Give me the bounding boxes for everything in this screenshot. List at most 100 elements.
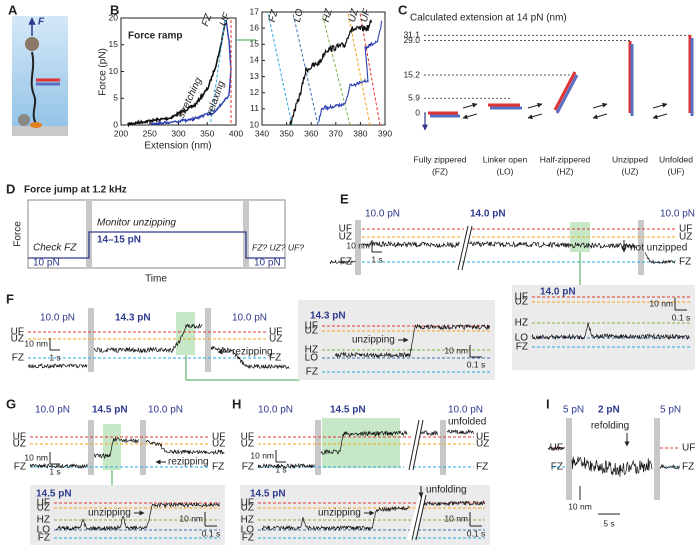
- y-axis-label: Force (pN): [98, 48, 109, 96]
- x-tick-label: 370: [329, 128, 343, 138]
- annotation: refolding: [591, 421, 629, 432]
- scale-label: 10 nm: [250, 450, 274, 460]
- inset-bg: [512, 285, 695, 370]
- state-label: HZ: [305, 345, 318, 356]
- panel-letter: A: [8, 2, 18, 17]
- force-switch-bar: [566, 418, 572, 500]
- state-label: FZ: [200, 12, 215, 28]
- state-label: UF: [305, 321, 318, 332]
- break-mark: [412, 419, 424, 471]
- inset-frame: [261, 11, 386, 126]
- state-label: LO: [292, 8, 306, 24]
- x-tick-label: 300: [171, 128, 185, 138]
- scale-label: 1 s: [49, 466, 60, 476]
- trace: [329, 259, 356, 265]
- scale-label: 10 nm: [649, 298, 673, 308]
- equilibrium-arrow: [652, 113, 668, 120]
- force-label: 14.0 pN: [540, 287, 576, 298]
- phase-note: Check FZ: [33, 243, 77, 254]
- state-label: UF: [212, 432, 225, 443]
- scale-label: 0.1 s: [467, 359, 485, 369]
- state-label: LO: [305, 353, 319, 364]
- scale-label: 0.1 s: [467, 528, 485, 538]
- state-label: UF: [37, 498, 50, 509]
- state-label: UF: [13, 432, 26, 443]
- scale-label: 10 nm: [444, 345, 468, 355]
- level-label: 5.9: [408, 93, 420, 103]
- break-mark: [411, 494, 423, 541]
- state-abbr: (FZ): [432, 166, 448, 176]
- y-tick-label: 5: [113, 93, 118, 103]
- x-tick-label: 340: [255, 128, 269, 138]
- state-label: HZ: [241, 515, 254, 526]
- state-label: UF: [241, 432, 254, 443]
- x-tick-label: 390: [378, 128, 392, 138]
- state-abbr: (HZ): [557, 166, 574, 176]
- trace: [644, 252, 676, 265]
- force-switch-bar: [355, 220, 361, 275]
- force-label: 10.0 pN: [448, 405, 483, 416]
- force-switch-bar: [88, 420, 94, 475]
- state-label: UZ: [241, 503, 254, 514]
- trace: [334, 323, 490, 359]
- state-label: FZ: [212, 462, 224, 473]
- state-line: [321, 12, 351, 126]
- state-label: UZ: [13, 439, 26, 450]
- state-abbr: (UF): [668, 166, 685, 176]
- force-label: 10.0 pN: [258, 405, 293, 416]
- chart-title: Force ramp: [128, 31, 182, 42]
- force-label: 14.5 pN: [36, 489, 72, 500]
- state-label: UF: [339, 224, 352, 235]
- state-label: HZ: [37, 515, 50, 526]
- state-name: Unzipped: [612, 154, 648, 164]
- scale-label: 0.1 s: [202, 528, 220, 538]
- force-label: 10.0 pN: [40, 313, 75, 324]
- panel-letter: I: [546, 396, 550, 411]
- phase-force: 10 pN: [254, 258, 281, 269]
- state-line: [209, 19, 226, 125]
- force-label: 10.0 pN: [660, 209, 695, 220]
- state-label: FZ: [306, 367, 318, 378]
- annotation: unzipping: [318, 508, 361, 519]
- trace: [55, 501, 220, 532]
- annotation: unfolded: [448, 417, 486, 428]
- trace: [261, 505, 410, 532]
- level-label: 31.1: [403, 30, 420, 40]
- y-tick-label: 15: [250, 39, 260, 49]
- annotation: unfolding: [426, 485, 467, 496]
- state-label: UZ: [679, 232, 692, 243]
- y-tick-label: 20: [109, 12, 119, 22]
- state-label: UZ: [476, 439, 489, 450]
- equilibrium-arrow: [527, 102, 543, 109]
- break-mark: [461, 225, 473, 271]
- y-tick-label: 16: [250, 22, 260, 32]
- trace: [145, 440, 225, 455]
- panel-letter: C: [398, 2, 408, 17]
- state-label: FZ: [242, 462, 254, 473]
- panel-letter: G: [6, 396, 16, 411]
- y-axis-label: Force: [13, 221, 24, 247]
- force-label: F: [38, 17, 45, 28]
- state-label: UF: [241, 498, 254, 509]
- y-tick-label: 15: [109, 39, 119, 49]
- inset-bg: [30, 485, 225, 545]
- state-label: UF: [682, 443, 695, 454]
- chart-title: Force jump at 1.2 kHz: [24, 185, 127, 196]
- trace: [318, 20, 383, 123]
- force-switch-bar: [638, 220, 644, 275]
- scale-label: 1 s: [49, 352, 60, 362]
- state-label: LO: [515, 333, 529, 344]
- annotation: unzipping: [352, 335, 395, 346]
- state-line: [267, 12, 293, 126]
- force-label: 14.3 pN: [115, 313, 151, 324]
- bead: [25, 37, 39, 51]
- force-label: 2 pN: [598, 405, 620, 416]
- highlight: [322, 418, 400, 468]
- annotation: unzipping: [88, 508, 131, 519]
- surface: [12, 126, 68, 136]
- trace: [419, 429, 438, 436]
- inset-bg: [240, 485, 490, 545]
- trace: [150, 19, 232, 126]
- panel-letter: H: [232, 396, 241, 411]
- x-tick-label: 380: [353, 128, 367, 138]
